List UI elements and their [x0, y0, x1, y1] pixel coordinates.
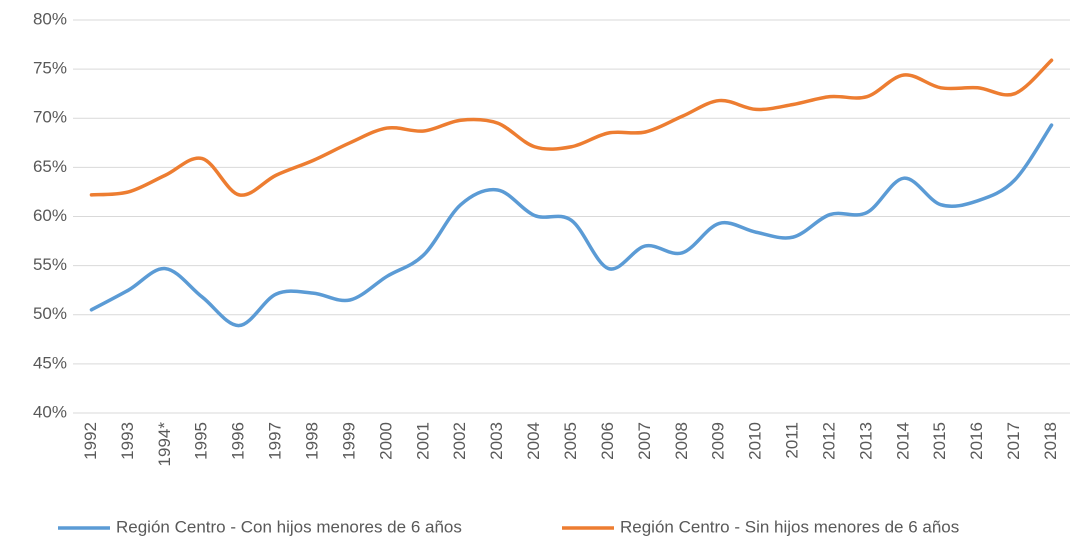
x-tick-label: 2000 [376, 422, 395, 460]
x-tick-label: 2004 [524, 422, 543, 460]
x-tick-label: 1997 [266, 422, 285, 460]
x-tick-label: 1993 [118, 422, 137, 460]
x-tick-label: 2008 [672, 422, 691, 460]
x-tick-label: 2013 [856, 422, 875, 460]
y-tick-label: 65% [33, 157, 67, 176]
y-tick-label: 40% [33, 402, 67, 421]
y-tick-label: 55% [33, 255, 67, 274]
y-tick-label: 75% [33, 59, 67, 78]
x-tick-label: 1995 [192, 422, 211, 460]
y-tick-label: 50% [33, 304, 67, 323]
x-tick-label: 2012 [819, 422, 838, 460]
x-tick-label: 2018 [1041, 422, 1060, 460]
x-tick-label: 2011 [783, 422, 802, 459]
x-tick-label: 2005 [561, 422, 580, 460]
x-tick-label: 2015 [930, 422, 949, 460]
legend-label: Región Centro - Con hijos menores de 6 a… [116, 517, 462, 536]
y-tick-label: 45% [33, 353, 67, 372]
x-tick-label: 2002 [450, 422, 469, 460]
series-line [89, 123, 1054, 328]
x-tick-label: 2001 [413, 422, 432, 460]
x-tick-label: 1998 [303, 422, 322, 460]
y-tick-label: 80% [33, 9, 67, 28]
x-tick-label: 1994* [155, 422, 174, 467]
x-tick-label: 2016 [967, 422, 986, 460]
x-tick-label: 1992 [81, 422, 100, 460]
series-line [89, 58, 1054, 197]
y-tick-label: 60% [33, 206, 67, 225]
x-tick-label: 2010 [746, 422, 765, 460]
x-tick-label: 2017 [1004, 422, 1023, 460]
x-tick-label: 1996 [229, 422, 248, 460]
x-tick-label: 2006 [598, 422, 617, 460]
x-tick-label: 2014 [893, 422, 912, 460]
y-tick-label: 70% [33, 108, 67, 127]
x-tick-label: 2003 [487, 422, 506, 460]
x-tick-label: 2007 [635, 422, 654, 460]
legend-label: Región Centro - Sin hijos menores de 6 a… [620, 517, 959, 536]
x-tick-label: 2009 [709, 422, 728, 460]
x-tick-label: 1999 [339, 422, 358, 460]
